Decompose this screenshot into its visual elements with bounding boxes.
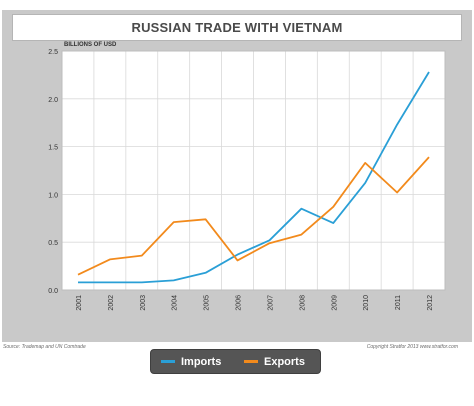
x-tick-label: 2011 <box>395 295 402 310</box>
y-tick-label: 2.5 <box>48 49 58 56</box>
legend-item-imports: Imports <box>161 350 221 373</box>
source-note: Source: Trademap and UN Comtrade <box>3 344 86 350</box>
x-tick-label: 2005 <box>204 295 211 311</box>
y-tick-label: 2.0 <box>48 97 58 104</box>
series-line-exports <box>77 156 430 276</box>
x-tick-label: 2003 <box>140 295 147 311</box>
legend-swatch-imports <box>161 360 175 363</box>
y-tick-label: 1.0 <box>48 192 58 199</box>
legend-label-imports: Imports <box>181 355 222 368</box>
legend-label-exports: Exports <box>264 355 305 368</box>
chart-title-box: RUSSIAN TRADE WITH VIETNAM <box>12 14 462 41</box>
x-tick-label: 2008 <box>299 295 306 311</box>
x-tick-label: 2009 <box>331 295 338 311</box>
line-chart: 0.0 0.5 1.0 1.5 2.0 2.5 BILLIONS OF USD 2001 200… <box>48 42 446 311</box>
copyright-note: Copyright Stratfor 2013 www.stratfor.com <box>366 344 458 350</box>
y-tick-label: 0.5 <box>48 240 58 247</box>
x-tick-label: 2002 <box>108 295 115 311</box>
legend-swatch-exports <box>244 360 258 363</box>
x-tick-label: 2012 <box>427 295 434 311</box>
chart-title: RUSSIAN TRADE WITH VIETNAM <box>131 20 343 35</box>
x-tick-label: 2004 <box>172 295 179 311</box>
y-axis-label: BILLIONS OF USD <box>64 42 117 48</box>
y-tick-label: 0.0 <box>48 288 58 295</box>
x-tick-label: 2001 <box>76 295 83 311</box>
series-line-imports <box>78 71 430 284</box>
y-tick-label: 1.5 <box>48 145 58 152</box>
x-tick-label: 2010 <box>363 295 370 311</box>
plot-border <box>61 50 446 291</box>
x-tick-label: 2006 <box>236 295 243 311</box>
x-tick-label: 2007 <box>267 295 274 311</box>
legend-item-exports: Exports <box>244 350 305 373</box>
legend: Imports Exports <box>150 349 321 374</box>
